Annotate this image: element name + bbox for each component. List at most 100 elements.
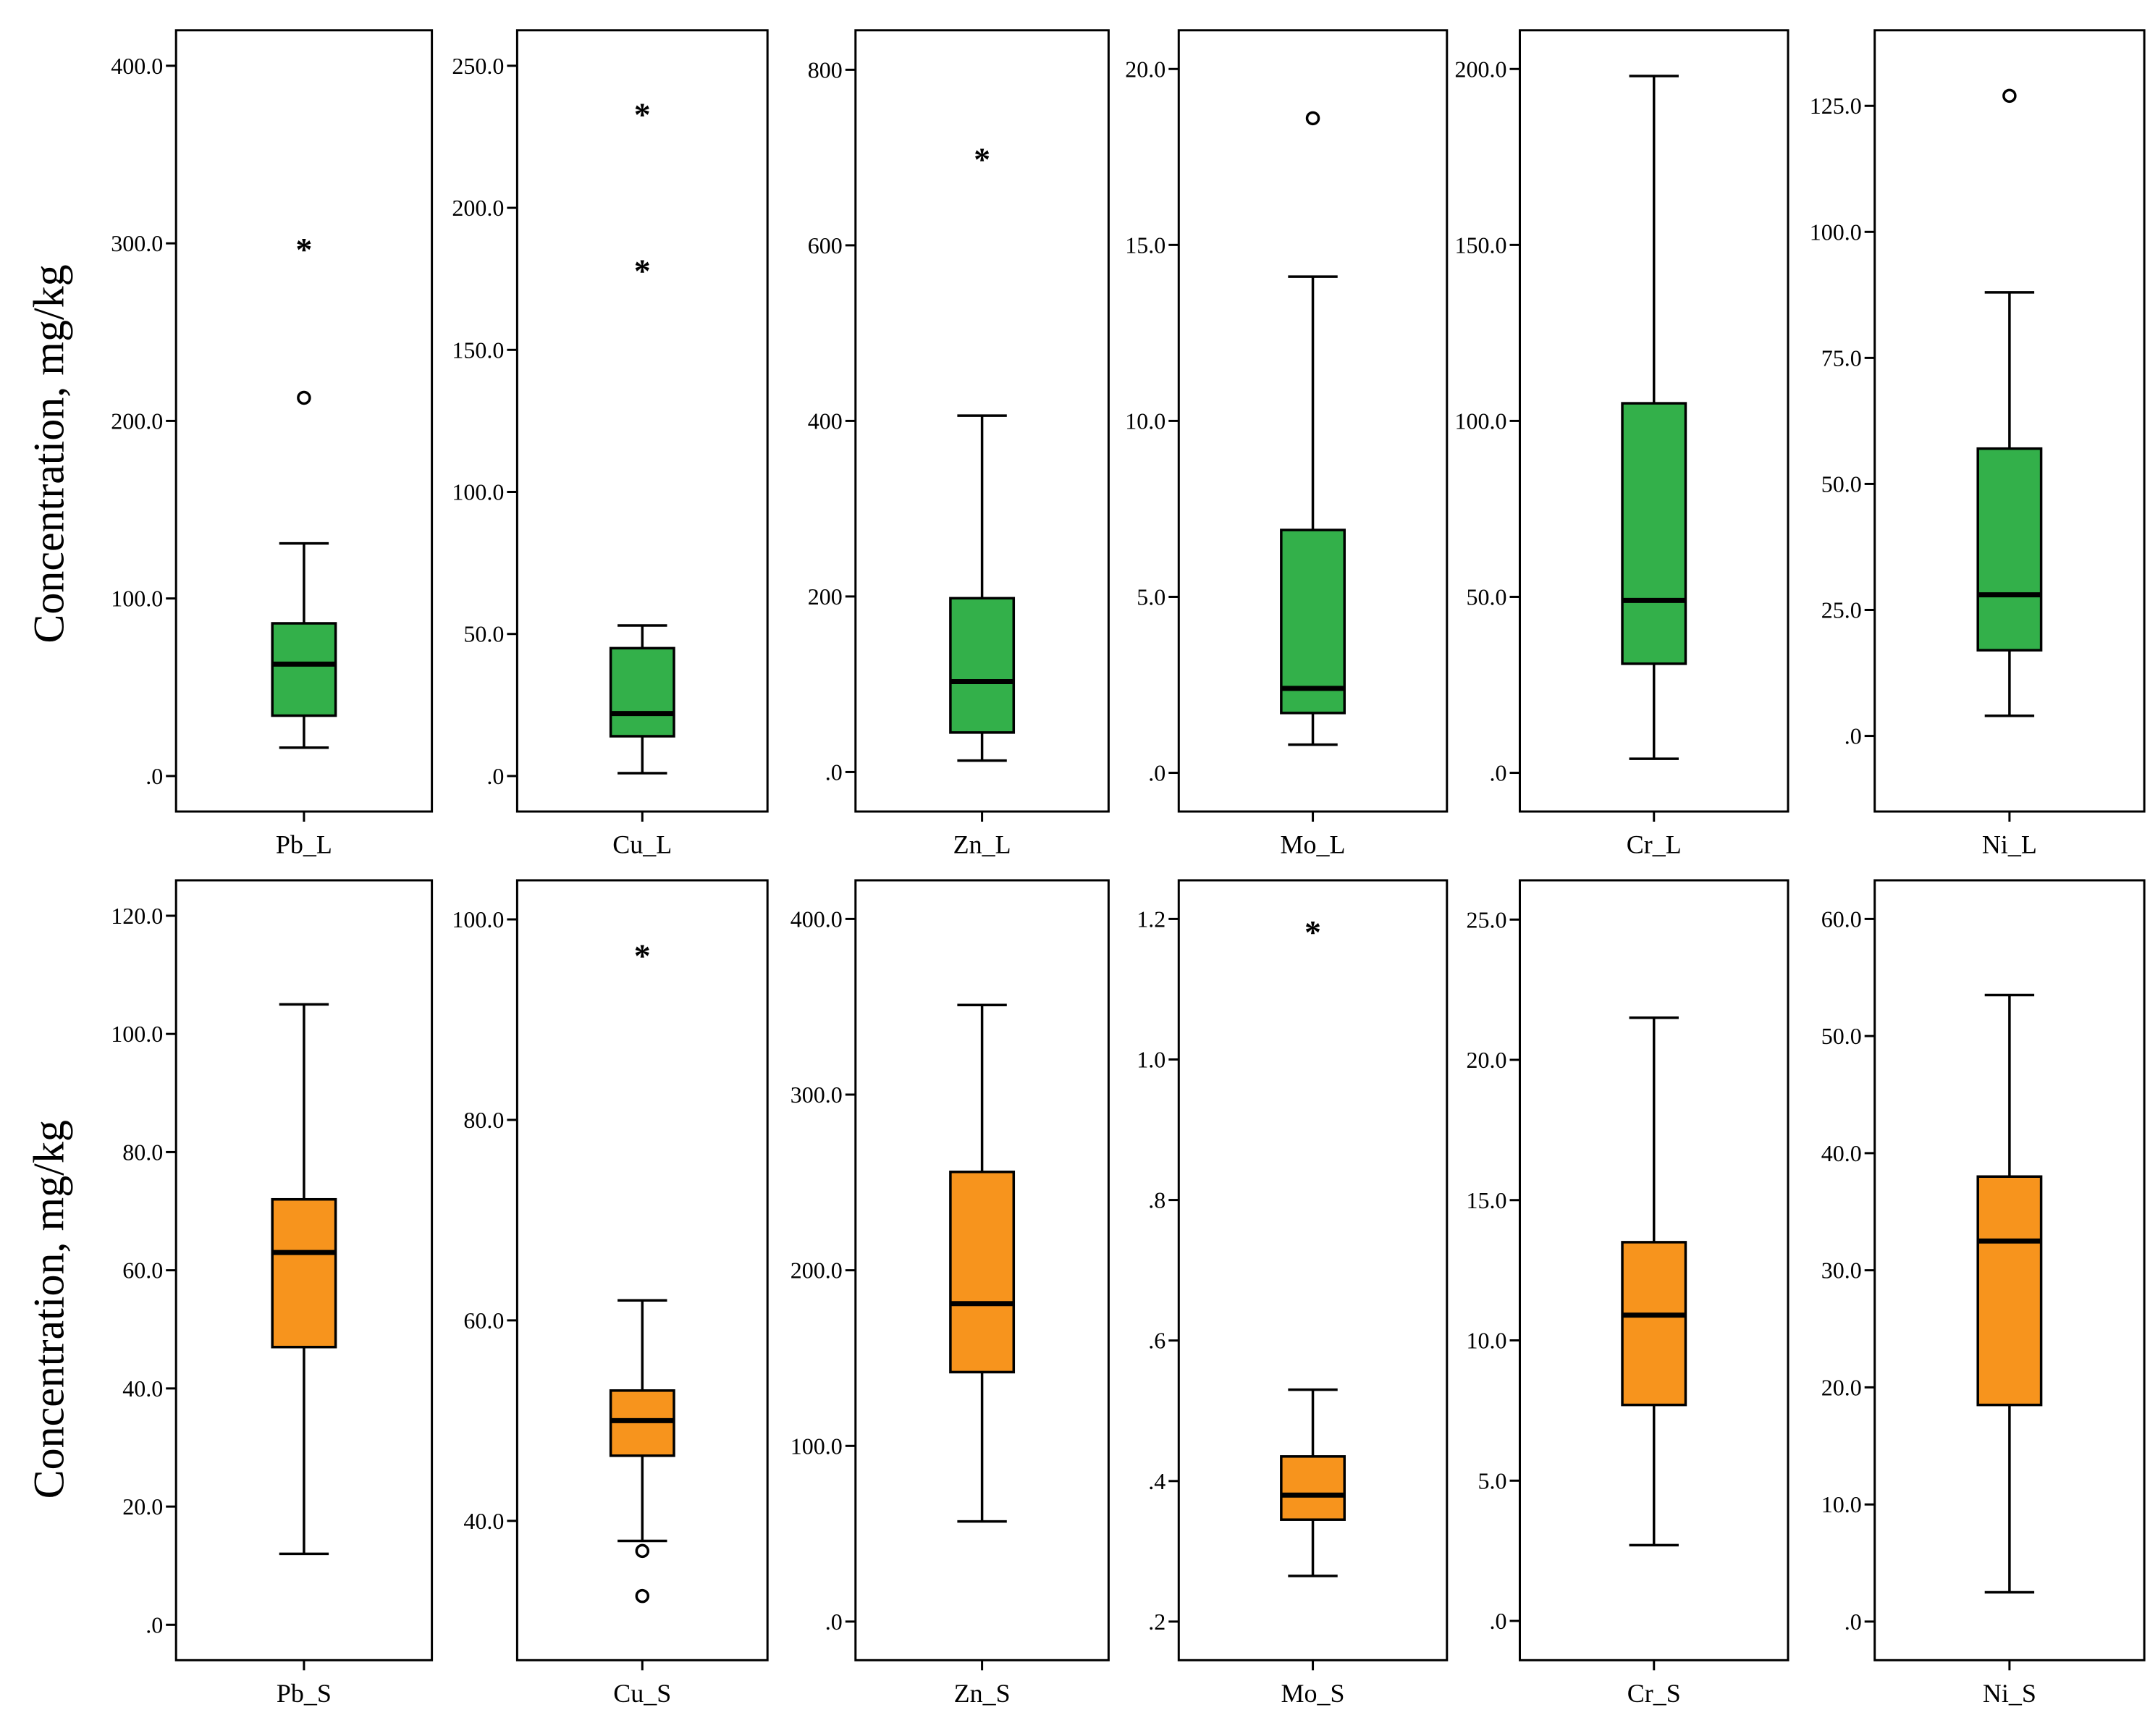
y-tick-label: 20.0 xyxy=(122,1493,163,1520)
y-tick-label: 400.0 xyxy=(791,906,843,932)
extreme-point: * xyxy=(634,253,651,290)
y-tick-label: 40.0 xyxy=(463,1508,504,1534)
y-tick-label: 5.0 xyxy=(1478,1467,1507,1493)
outlier-point xyxy=(1305,111,1320,126)
y-tick-label: 50.0 xyxy=(1821,471,1862,497)
iqr-box xyxy=(1280,1455,1346,1521)
y-tick-label: 15.0 xyxy=(1125,232,1165,258)
y-tick-label: 50.0 xyxy=(1467,583,1507,610)
y-tick-label: 600 xyxy=(808,232,843,258)
y-tick-label: 100.0 xyxy=(791,1433,843,1459)
y-tick-label: .0 xyxy=(1490,760,1507,786)
y-tick-label: 50.0 xyxy=(463,621,504,647)
y-tick-label: .0 xyxy=(146,763,163,789)
panel-Mo_L: .0 5.0 10.0 15.0 20.0 Mo_L xyxy=(1125,29,1449,859)
y-tick-label: 100.0 xyxy=(1810,219,1862,245)
y-tick-label: 250.0 xyxy=(452,53,504,79)
iqr-box xyxy=(271,1197,337,1349)
y-tick-label: 25.0 xyxy=(1821,597,1862,623)
y-tick-label: 5.0 xyxy=(1137,583,1165,610)
extreme-point: * xyxy=(1304,914,1321,951)
y-tick-label: 10.0 xyxy=(1467,1328,1507,1354)
y-tick-label: 40.0 xyxy=(1821,1140,1862,1166)
panel-Pb_S: .0 20.0 40.0 60.0 80.0 100.0 120.0 Pb_S xyxy=(111,879,434,1708)
extreme-point: * xyxy=(974,141,990,178)
chart-row-leaf: Concentration, mg/kg.0100.0200.0300.0400… xyxy=(25,29,2146,859)
y-tick-label: .0 xyxy=(1490,1608,1507,1634)
category-label: Ni_L xyxy=(1982,830,2037,859)
y-tick-label: 50.0 xyxy=(1821,1023,1862,1049)
y-tick-label: 100.0 xyxy=(111,586,163,612)
y-tick-label: .0 xyxy=(146,1611,163,1638)
outlier-point xyxy=(2002,88,2017,104)
category-label: Cr_L xyxy=(1627,830,1682,859)
y-axis-title: Concentration, mg/kg xyxy=(25,264,72,643)
y-tick-label: 20.0 xyxy=(1125,56,1165,82)
y-tick-label: 200.0 xyxy=(1455,56,1507,82)
chart-row-soil: Concentration, mg/kg .0 20.0 40.0 60.0 80.0 10… xyxy=(25,879,2146,1708)
panel-Pb_L: .0 100.0 200.0 300.0 400.0 Pb_L * xyxy=(111,29,434,859)
y-tick-label: .4 xyxy=(1148,1468,1165,1494)
y-tick-label: 100.0 xyxy=(111,1021,163,1047)
outlier-point xyxy=(635,1588,650,1604)
iqr-box xyxy=(949,597,1016,734)
y-tick-label: 800 xyxy=(808,56,843,83)
iqr-box xyxy=(609,646,675,738)
y-tick-label: .0 xyxy=(1845,1609,1862,1635)
extreme-point: * xyxy=(295,231,312,268)
category-label: Pb_S xyxy=(277,1679,332,1708)
y-tick-label: 300.0 xyxy=(791,1082,843,1108)
category-label: Ni_S xyxy=(1983,1679,2036,1708)
y-tick-label: .0 xyxy=(825,759,843,785)
y-tick-label: .2 xyxy=(1148,1609,1165,1635)
category-label: Cr_S xyxy=(1627,1679,1681,1708)
panel-Zn_S: .0 100.0 200.0 300.0 400.0 Zn_S xyxy=(791,879,1110,1708)
category-label: Pb_L xyxy=(276,830,332,859)
y-tick-label: 75.0 xyxy=(1821,345,1862,371)
category-label: Zn_S xyxy=(954,1679,1011,1708)
y-tick-label: 100.0 xyxy=(452,479,504,505)
y-axis-title: Concentration, mg/kg xyxy=(25,1120,72,1499)
y-tick-label: 400 xyxy=(808,408,843,434)
plot-frame xyxy=(515,879,769,1661)
extreme-point: * xyxy=(634,96,651,133)
y-tick-label: .0 xyxy=(486,763,504,789)
iqr-box xyxy=(271,622,337,717)
y-tick-label: 10.0 xyxy=(1821,1491,1862,1517)
y-tick-label: 1.2 xyxy=(1137,906,1165,932)
y-tick-label: 150.0 xyxy=(452,337,504,363)
y-tick-label: 25.0 xyxy=(1467,906,1507,932)
iqr-box xyxy=(1280,528,1346,715)
iqr-box xyxy=(1621,1241,1687,1407)
y-tick-label: 400.0 xyxy=(111,53,163,79)
y-tick-label: 120.0 xyxy=(111,903,163,929)
category-label: Mo_L xyxy=(1281,830,1346,859)
category-label: Zn_L xyxy=(953,830,1011,859)
y-tick-label: 200 xyxy=(808,583,843,610)
y-tick-label: 60.0 xyxy=(463,1307,504,1333)
y-tick-label: 80.0 xyxy=(463,1107,504,1133)
outlier-point xyxy=(635,1543,650,1559)
extreme-point: * xyxy=(634,937,651,974)
y-tick-label: 200.0 xyxy=(111,408,163,434)
y-tick-label: 200.0 xyxy=(791,1257,843,1284)
outlier-point xyxy=(297,390,311,405)
y-tick-label: 20.0 xyxy=(1467,1047,1507,1073)
y-tick-label: .0 xyxy=(825,1609,843,1635)
panel-Cu_L: .0 50.0 100.0 150.0 200.0 250.0 Cu_L * * xyxy=(452,29,769,859)
y-tick-label: 150.0 xyxy=(1455,232,1507,258)
y-tick-label: 40.0 xyxy=(122,1375,163,1402)
panel-Cr_L: .0 50.0 100.0 150.0 200.0 Cr_L xyxy=(1455,29,1789,859)
iqr-box xyxy=(949,1171,1016,1374)
y-tick-label: 300.0 xyxy=(111,230,163,256)
panel-Zn_L: .0 200 400 600 800 Zn_L * xyxy=(808,29,1110,859)
panel-Ni_L: .0 25.0 50.0 75.0 100.0 125.0 Ni_L xyxy=(1810,29,2146,859)
y-tick-label: 125.0 xyxy=(1810,93,1862,119)
iqr-box xyxy=(1976,1175,2043,1407)
category-label: Cu_L xyxy=(612,830,672,859)
y-tick-label: 60.0 xyxy=(1821,906,1862,932)
y-tick-label: .6 xyxy=(1148,1328,1165,1354)
y-tick-label: .8 xyxy=(1148,1187,1165,1213)
iqr-box xyxy=(1976,447,2043,652)
